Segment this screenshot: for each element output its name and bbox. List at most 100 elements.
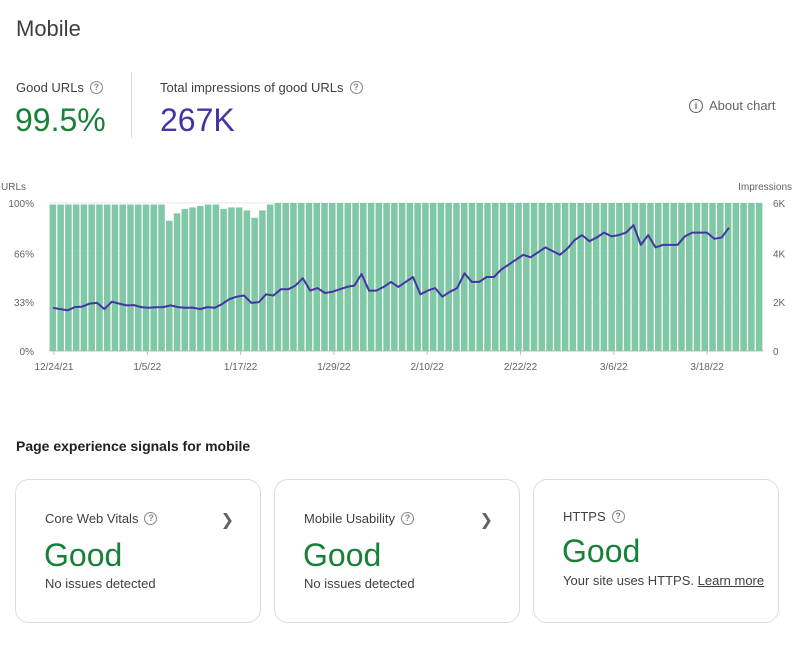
bar	[623, 203, 631, 351]
bar	[678, 203, 685, 351]
bar	[445, 203, 452, 351]
bar	[243, 210, 251, 351]
card-title: Mobile Usability ?	[304, 511, 415, 526]
bar	[328, 203, 336, 351]
about-chart-button[interactable]: i About chart	[689, 98, 776, 113]
bar	[166, 220, 173, 351]
bar	[616, 203, 623, 351]
bar	[523, 203, 530, 351]
bar	[468, 203, 476, 351]
page-title: Mobile	[16, 16, 81, 41]
help-icon[interactable]: ?	[611, 510, 625, 523]
impressions-value: 267K	[160, 102, 235, 138]
x-tick-label: 2/10/22	[411, 362, 445, 373]
y-tick-right: 0	[773, 347, 779, 358]
card-title-text: Mobile Usability	[304, 511, 396, 526]
bar	[460, 203, 468, 351]
bar	[352, 203, 359, 351]
y-tick-right: 6K	[773, 199, 786, 210]
bar	[88, 204, 95, 351]
about-chart-label: About chart	[709, 98, 776, 113]
bar	[103, 204, 111, 351]
bar	[437, 203, 445, 351]
bar	[499, 203, 507, 351]
bar	[204, 204, 212, 351]
x-tick-label: 2/22/22	[504, 362, 538, 373]
bar	[134, 204, 142, 351]
bar	[197, 205, 204, 351]
impressions-label: Total impressions of good URLs ?	[160, 80, 363, 95]
y-tick-right: 2K	[773, 298, 786, 309]
bar	[375, 203, 383, 351]
card-core-web-vitals[interactable]: Core Web Vitals ? ❯ Good No issues detec…	[15, 479, 261, 623]
metric-divider	[131, 72, 132, 138]
bar	[592, 203, 600, 351]
bar	[72, 204, 80, 351]
impressions-line	[52, 224, 730, 312]
bar	[398, 203, 406, 351]
bar	[717, 203, 724, 351]
learn-more-link[interactable]: Learn more	[697, 573, 765, 588]
info-icon: i	[689, 98, 703, 113]
bar	[274, 203, 282, 351]
bar	[693, 203, 701, 351]
bar	[259, 210, 266, 351]
good-urls-label: Good URLs ?	[16, 80, 103, 95]
bar	[414, 203, 421, 351]
card-title: Core Web Vitals ?	[45, 511, 158, 526]
bar	[173, 213, 181, 351]
status-good: Good	[44, 537, 123, 573]
bar	[546, 203, 553, 351]
left-axis-label: URLs	[1, 182, 26, 193]
bar	[585, 203, 592, 351]
bar	[422, 203, 429, 351]
bar	[321, 203, 328, 351]
bar	[181, 208, 189, 351]
help-icon[interactable]: ?	[144, 512, 158, 525]
bar	[297, 203, 305, 351]
bar	[670, 203, 678, 351]
help-icon[interactable]: ?	[349, 81, 363, 94]
x-tick-label: 3/6/22	[600, 362, 628, 373]
card-https: HTTPS ? Good Your site uses HTTPS. Learn…	[533, 479, 779, 623]
bar	[406, 203, 414, 351]
y-tick-left: 100%	[8, 199, 34, 210]
help-icon[interactable]: ?	[401, 512, 415, 525]
bar	[391, 203, 398, 351]
y-tick-left: 0%	[20, 347, 35, 358]
impressions-label-text: Total impressions of good URLs	[160, 80, 344, 95]
bar	[119, 204, 127, 351]
bar	[701, 203, 709, 351]
card-mobile-usability[interactable]: Mobile Usability ? ❯ Good No issues dete…	[274, 479, 520, 623]
section-title: Page experience signals for mobile	[16, 438, 251, 454]
bar	[429, 203, 437, 351]
bar	[515, 203, 522, 351]
bar	[336, 203, 344, 351]
bar	[476, 203, 484, 351]
x-tick-label: 12/24/21	[35, 362, 74, 373]
x-tick-label: 1/17/22	[224, 362, 258, 373]
bar	[220, 208, 227, 351]
bar	[740, 203, 747, 351]
bar	[127, 204, 134, 351]
bar	[577, 203, 584, 351]
bar	[709, 203, 716, 351]
status-good: Good	[303, 537, 382, 573]
good-urls-label-text: Good URLs	[16, 80, 84, 95]
bar	[639, 203, 646, 351]
bar	[158, 204, 165, 351]
chevron-right-icon[interactable]: ❯	[479, 512, 493, 529]
card-subtitle: No issues detected	[45, 576, 156, 591]
help-icon[interactable]: ?	[89, 81, 103, 94]
x-tick-label: 3/18/22	[690, 362, 724, 373]
y-tick-right: 4K	[773, 249, 786, 260]
chevron-right-icon[interactable]: ❯	[220, 512, 234, 529]
bar	[150, 204, 158, 351]
card-title: HTTPS ?	[563, 509, 625, 524]
bar	[608, 203, 615, 351]
bar	[80, 204, 88, 351]
bar	[383, 203, 390, 351]
bar	[732, 203, 740, 351]
bar	[251, 217, 258, 351]
card-subtitle: Your site uses HTTPS. Learn more	[563, 573, 764, 588]
